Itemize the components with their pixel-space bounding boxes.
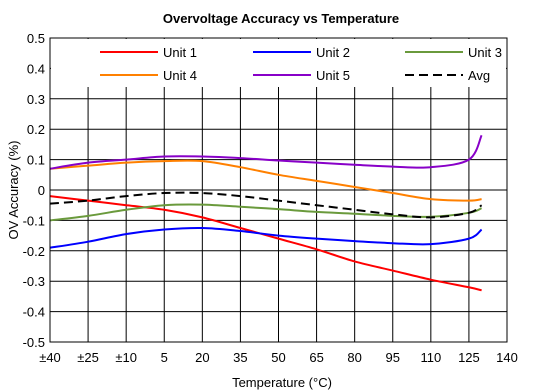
legend-label-unit-2: Unit 2 bbox=[316, 45, 350, 60]
y-tick-label: 0 bbox=[38, 183, 45, 198]
y-axis-label: OV Accuracy (%) bbox=[6, 141, 21, 240]
legend-label-unit-1: Unit 1 bbox=[163, 45, 197, 60]
x-tick-label: ±40 bbox=[39, 350, 61, 365]
x-tick-label: 20 bbox=[195, 350, 209, 365]
series-line-unit-4 bbox=[49, 159, 482, 202]
chart-title: Overvoltage Accuracy vs Temperature bbox=[163, 11, 399, 26]
y-tick-label: 0.1 bbox=[27, 153, 45, 168]
y-tick-label: 0.3 bbox=[27, 92, 45, 107]
series-line-unit-5 bbox=[49, 134, 483, 170]
plot-frame bbox=[49, 37, 508, 343]
x-tick-label: 140 bbox=[496, 350, 518, 365]
x-tick-label: 95 bbox=[386, 350, 400, 365]
x-tick-label: 35 bbox=[233, 350, 247, 365]
series-line-unit-2 bbox=[49, 226, 483, 249]
x-axis-tick-labels: ±40 ±25 ±10 5 20 35 50 65 80 95 110 125 140 bbox=[39, 350, 518, 365]
y-tick-label: 0.4 bbox=[27, 61, 45, 76]
x-tick-label: ±25 bbox=[77, 350, 99, 365]
y-tick-label: -0.3 bbox=[23, 274, 45, 289]
y-tick-label: 0.5 bbox=[27, 31, 45, 46]
y-tick-label: -0.5 bbox=[23, 335, 45, 350]
legend-label-unit-5: Unit 5 bbox=[316, 68, 350, 83]
x-tick-label: 110 bbox=[420, 350, 441, 365]
x-tick-label: 125 bbox=[458, 350, 480, 365]
series-line-unit-3 bbox=[49, 203, 483, 222]
series-line-avg bbox=[49, 191, 483, 219]
legend: Unit 1 Unit 2 Unit 3 Unit 4 Unit 5 Avg bbox=[51, 39, 506, 87]
y-axis-tick-labels: 0.5 0.4 0.3 0.2 0.1 0 -0.1 -0.2 -0.3 -0.4 -0.5 bbox=[23, 31, 45, 350]
legend-label-avg: Avg bbox=[468, 68, 490, 83]
x-axis-label: Temperature (°C) bbox=[232, 375, 332, 390]
x-tick-label: 65 bbox=[309, 350, 323, 365]
y-tick-label: -0.4 bbox=[23, 305, 45, 320]
x-tick-label: 50 bbox=[271, 350, 285, 365]
legend-label-unit-3: Unit 3 bbox=[468, 45, 502, 60]
x-tick-label: ±10 bbox=[115, 350, 137, 365]
legend-label-unit-4: Unit 4 bbox=[163, 68, 197, 83]
legend-background bbox=[51, 39, 506, 87]
series-line-unit-1 bbox=[49, 195, 482, 292]
x-tick-label: 5 bbox=[161, 350, 168, 365]
y-tick-label: 0.2 bbox=[27, 122, 45, 137]
y-tick-label: -0.1 bbox=[23, 213, 45, 228]
x-tick-label: 80 bbox=[347, 350, 361, 365]
series-lines bbox=[49, 134, 483, 292]
y-tick-label: -0.2 bbox=[23, 244, 45, 259]
